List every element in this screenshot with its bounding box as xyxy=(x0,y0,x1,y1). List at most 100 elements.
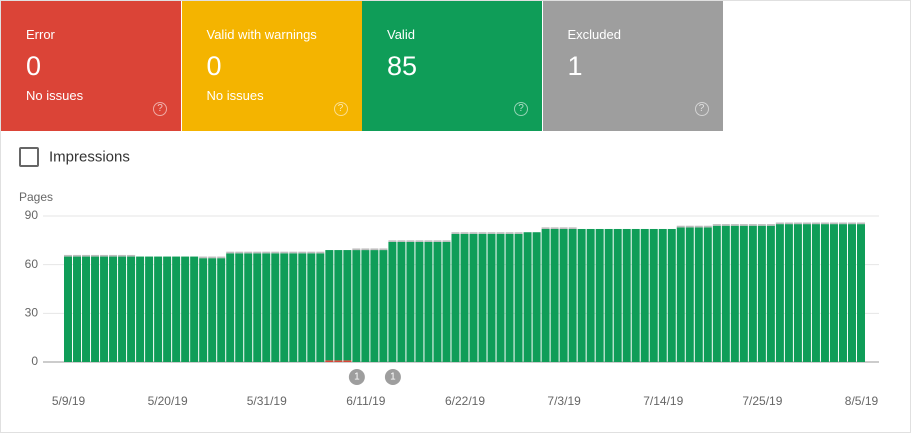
bar-segment xyxy=(532,232,541,362)
bar-segment xyxy=(496,232,505,234)
bar-segment xyxy=(730,224,739,226)
bar-segment xyxy=(109,256,118,362)
bar-segment xyxy=(262,253,271,362)
bar-segment xyxy=(415,240,424,242)
impressions-checkbox[interactable]: Impressions xyxy=(19,147,130,167)
annotation-label: 1 xyxy=(390,372,396,383)
bar-segment xyxy=(289,253,298,362)
status-card[interactable]: Valid with warnings 0 No issues? xyxy=(181,1,362,131)
bar-segment xyxy=(316,253,325,362)
bar-segment xyxy=(703,227,712,362)
bar-segment xyxy=(811,224,820,362)
bar-segment xyxy=(460,232,469,234)
bar-segment xyxy=(685,227,694,362)
bar-segment xyxy=(100,254,109,257)
bar-segment xyxy=(244,253,253,362)
bar-segment xyxy=(829,224,838,362)
bar-segment xyxy=(298,251,307,254)
bar-segment xyxy=(748,225,757,362)
bar-segment xyxy=(541,227,550,229)
bar-segment xyxy=(208,256,217,259)
x-tick-label: 8/5/19 xyxy=(845,394,879,408)
bar-segment xyxy=(829,222,838,225)
bar-segment xyxy=(298,253,307,362)
x-tick-label: 6/22/19 xyxy=(445,394,485,408)
checkbox[interactable] xyxy=(19,147,39,167)
help-icon[interactable]: ? xyxy=(333,102,348,116)
bar-segment xyxy=(550,227,559,229)
bar-segment xyxy=(424,240,433,242)
bar-segment xyxy=(172,256,181,362)
bar-segment xyxy=(379,248,388,251)
help-icon[interactable]: ? xyxy=(153,102,167,116)
bar-segment xyxy=(280,253,289,362)
bar-segment xyxy=(793,224,802,362)
bar-segment xyxy=(127,256,136,362)
bar-segment xyxy=(712,225,721,362)
y-tick-label: 0 xyxy=(31,354,38,368)
bar-segment xyxy=(586,228,595,362)
bar-segment xyxy=(505,232,514,234)
bar-segment xyxy=(388,241,397,362)
bar-segment xyxy=(442,241,451,362)
bar-segment xyxy=(604,228,613,362)
bar-segment xyxy=(640,228,649,362)
bar-segment xyxy=(361,248,370,251)
bar-segment xyxy=(505,233,514,362)
x-tick-label: 7/14/19 xyxy=(643,394,683,408)
x-tick-label: 6/11/19 xyxy=(346,394,385,408)
bar-segment xyxy=(343,250,352,361)
card-subtitle: No issues xyxy=(206,88,264,103)
bar-segment xyxy=(370,248,379,251)
bar-segment xyxy=(91,254,100,257)
bar-segment xyxy=(541,228,550,362)
bar-segment xyxy=(64,256,73,362)
bar-segment xyxy=(289,251,298,254)
bar-segment xyxy=(730,225,739,362)
bar-segment xyxy=(766,224,775,226)
bar-segment xyxy=(226,251,235,254)
bar-segment xyxy=(271,251,280,254)
bar-segment xyxy=(433,241,442,362)
status-card[interactable]: Error 0 No issues? xyxy=(1,1,181,131)
card-label: Valid xyxy=(387,27,415,42)
bar-segment xyxy=(847,222,856,225)
card-label: Excluded xyxy=(567,27,621,42)
bar-segment xyxy=(676,225,685,228)
bar-segment xyxy=(487,232,496,234)
status-card[interactable]: Excluded 1? xyxy=(542,1,723,131)
help-icon[interactable]: ? xyxy=(514,102,528,116)
bar-segment xyxy=(181,256,190,362)
bar-segment xyxy=(91,256,100,362)
bar-segment xyxy=(397,241,406,362)
bar-segment xyxy=(235,251,244,254)
bar-segment xyxy=(73,256,82,362)
bar-segment xyxy=(316,251,325,254)
bar-segment xyxy=(550,228,559,362)
bar-segment xyxy=(487,233,496,362)
bar-segment xyxy=(613,228,622,362)
y-tick-label: 30 xyxy=(25,306,39,320)
bar-segment xyxy=(766,225,775,362)
bar-segment xyxy=(559,228,568,362)
bar-segment xyxy=(118,256,127,362)
status-card[interactable]: Valid 85? xyxy=(362,1,542,131)
bar-segment xyxy=(568,228,577,362)
x-tick-label: 7/3/19 xyxy=(547,394,581,408)
bar-segment xyxy=(442,240,451,242)
help-icon[interactable]: ? xyxy=(694,102,709,116)
x-tick-label: 5/20/19 xyxy=(148,394,188,408)
bar-segment xyxy=(217,256,226,259)
bar-segment xyxy=(199,256,208,259)
bar-segment xyxy=(253,253,262,362)
bar-segment xyxy=(82,256,91,362)
bar-segment xyxy=(847,224,856,362)
bar-segment xyxy=(802,224,811,362)
bar-segment xyxy=(280,251,289,254)
bar-segment xyxy=(190,256,199,362)
bar-segment xyxy=(325,250,334,361)
bar-segment xyxy=(676,227,685,362)
bar-segment xyxy=(388,240,397,242)
bar-segment xyxy=(559,227,568,229)
